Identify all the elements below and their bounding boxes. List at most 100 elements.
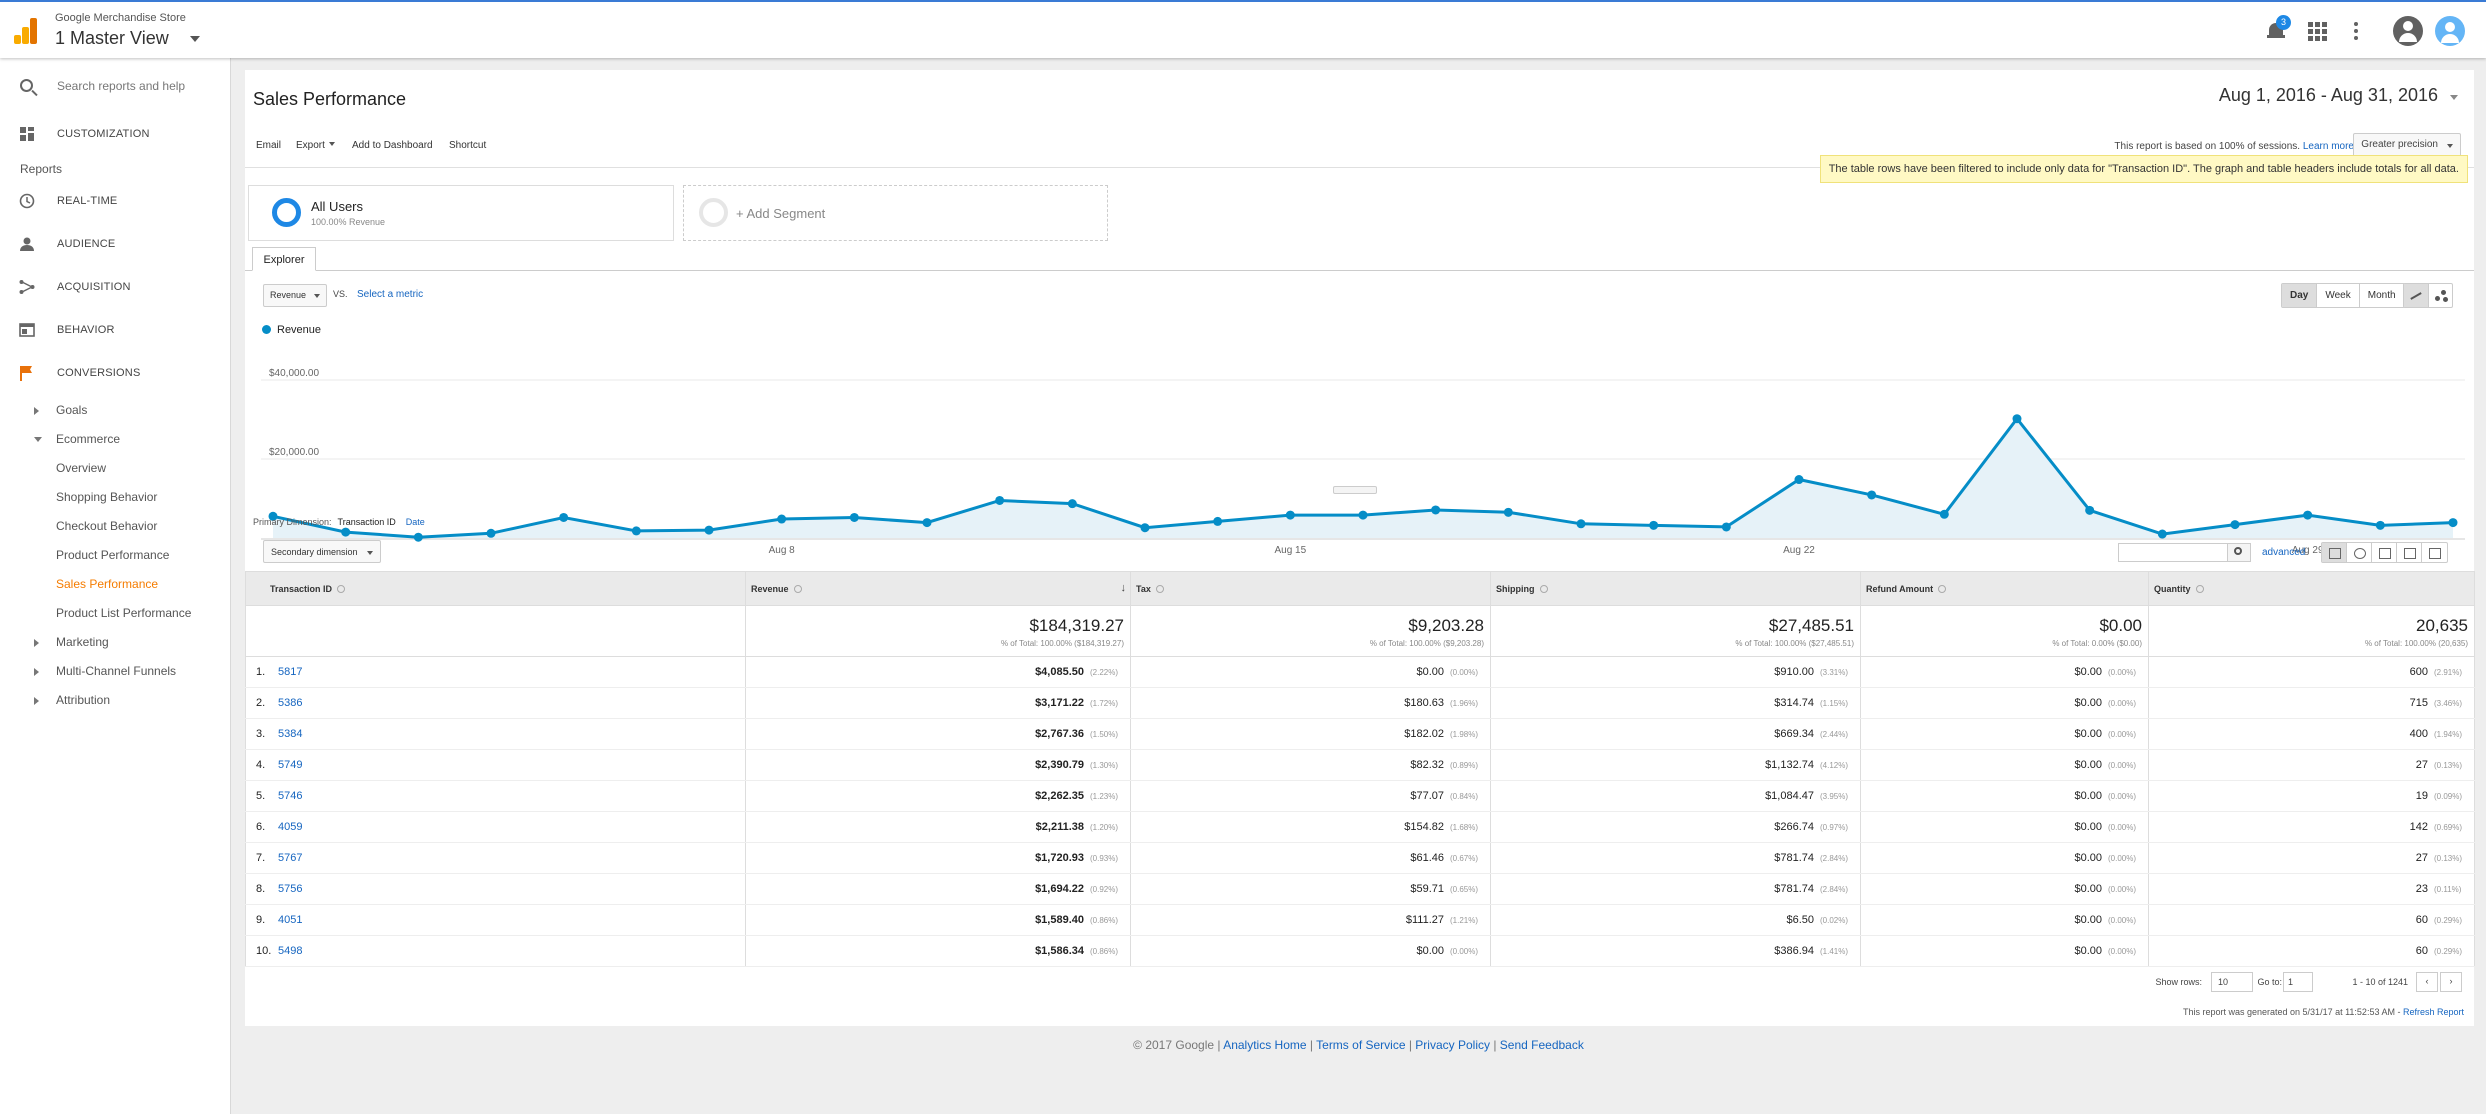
precision-dropdown[interactable]: Greater precision (2353, 133, 2461, 157)
nav-acquisition[interactable]: ACQUISITION (0, 273, 231, 301)
data-point[interactable] (413, 532, 423, 542)
data-point[interactable] (2448, 518, 2458, 528)
table-filter-input[interactable] (2118, 543, 2228, 562)
account-circle-icon[interactable] (2393, 16, 2423, 46)
help-icon[interactable] (337, 584, 346, 593)
data-point[interactable] (2375, 520, 2385, 530)
nav-ecommerce-overview[interactable]: Overview (0, 456, 231, 480)
nav-product-performance[interactable]: Product Performance (0, 543, 231, 567)
pivot-view-icon[interactable] (2422, 543, 2447, 562)
data-point[interactable] (1794, 475, 1804, 485)
data-point[interactable] (704, 525, 714, 535)
learn-more-link[interactable]: Learn more (2302, 141, 2354, 152)
data-point[interactable] (1358, 510, 1368, 520)
transaction-id-link[interactable]: 5746 (278, 790, 303, 802)
data-point[interactable] (2230, 520, 2240, 530)
feedback-link[interactable]: Send Feedback (1499, 1038, 1584, 1052)
col-quantity[interactable]: Quantity (2148, 571, 2475, 606)
transaction-id-link[interactable]: 5756 (278, 883, 303, 895)
notifications-bell-icon[interactable]: 3 (2265, 15, 2291, 43)
data-point[interactable] (1140, 523, 1150, 533)
data-point[interactable] (1649, 520, 1659, 530)
nav-attribution[interactable]: Attribution (0, 688, 231, 712)
data-point[interactable] (1576, 519, 1586, 529)
transaction-id-link[interactable]: 5386 (278, 697, 303, 709)
chevron-down-icon[interactable] (2450, 95, 2458, 100)
more-vert-icon[interactable] (2344, 19, 2368, 43)
export-button[interactable]: Export (296, 140, 335, 151)
data-point[interactable] (1431, 505, 1441, 515)
select-metric-link[interactable]: Select a metric (357, 289, 424, 300)
metric-selector[interactable]: Revenue (263, 284, 328, 307)
pie-view-icon[interactable] (2347, 543, 2372, 562)
nav-multi-channel-funnels[interactable]: Multi-Channel Funnels (0, 659, 231, 683)
analytics-logo[interactable] (14, 18, 38, 44)
performance-view-icon[interactable] (2372, 543, 2397, 562)
col-shipping[interactable]: Shipping (1490, 571, 1861, 606)
nav-checkout-behavior[interactable]: Checkout Behavior (0, 514, 231, 538)
help-icon[interactable] (1155, 584, 1164, 593)
transaction-id-link[interactable]: 5749 (278, 759, 303, 771)
shortcut-button[interactable]: Shortcut (449, 140, 487, 151)
transaction-id-link[interactable]: 5817 (278, 666, 303, 678)
avatar[interactable] (2435, 16, 2465, 46)
col-revenue[interactable]: Revenue ↓ (745, 571, 1131, 606)
data-point[interactable] (341, 527, 351, 537)
col-tax[interactable]: Tax (1130, 571, 1491, 606)
secondary-dimension-dropdown[interactable]: Secondary dimension (263, 540, 381, 563)
week-button[interactable]: Week (2317, 284, 2360, 307)
nav-audience[interactable]: AUDIENCE (0, 230, 231, 258)
data-point[interactable] (1939, 509, 1949, 519)
data-point[interactable] (1285, 510, 1295, 520)
data-point[interactable] (486, 528, 496, 538)
data-point[interactable] (1067, 499, 1077, 509)
nav-customization[interactable]: CUSTOMIZATION (0, 120, 231, 148)
transaction-id-link[interactable]: 5767 (278, 852, 303, 864)
tab-explorer[interactable]: Explorer (252, 247, 316, 271)
nav-sales-performance[interactable]: Sales Performance (0, 572, 231, 596)
chart-resize-handle[interactable] (1333, 486, 1377, 494)
chart-legend[interactable]: Revenue (262, 324, 321, 336)
nav-conversions[interactable]: CONVERSIONS (0, 359, 231, 387)
data-point[interactable] (2085, 505, 2095, 515)
help-icon[interactable] (1938, 584, 1947, 593)
day-button[interactable]: Day (2282, 284, 2318, 307)
nav-real-time[interactable]: REAL-TIME (0, 187, 231, 215)
help-icon[interactable] (793, 584, 802, 593)
transaction-id-link[interactable]: 5498 (278, 945, 303, 957)
add-segment-button[interactable]: + Add Segment (683, 185, 1108, 241)
nav-goals[interactable]: Goals (0, 398, 231, 422)
transaction-id-link[interactable]: 4051 (278, 914, 303, 926)
data-point[interactable] (777, 514, 787, 524)
data-point[interactable] (2012, 414, 2022, 424)
transaction-id-link[interactable]: 4059 (278, 821, 303, 833)
data-point[interactable] (1503, 507, 1513, 517)
segment-all-users[interactable]: All Users 100.00% Revenue (248, 185, 674, 241)
line-chart-icon[interactable] (2404, 284, 2429, 307)
data-point[interactable] (849, 512, 859, 522)
data-table-view-icon[interactable] (2322, 543, 2347, 562)
chevron-down-icon[interactable] (190, 36, 200, 42)
data-point[interactable] (631, 526, 641, 536)
data-point[interactable] (1213, 516, 1223, 526)
view-selector[interactable]: 1 Master View (55, 28, 169, 48)
data-point[interactable] (559, 512, 569, 522)
data-point[interactable] (1867, 490, 1877, 500)
analytics-home-link[interactable]: Analytics Home (1223, 1038, 1307, 1052)
nav-marketing[interactable]: Marketing (0, 630, 231, 654)
col-refund-amount[interactable]: Refund Amount (1860, 571, 2149, 606)
help-icon[interactable] (2195, 584, 2204, 593)
data-point[interactable] (922, 518, 932, 528)
data-point[interactable] (1721, 522, 1731, 532)
data-point[interactable] (995, 495, 1005, 505)
data-point[interactable] (2157, 529, 2167, 539)
motion-chart-icon[interactable] (2429, 284, 2453, 307)
search-placeholder[interactable]: Search reports and help (57, 79, 186, 93)
search-reports[interactable]: Search reports and help (0, 71, 231, 101)
add-to-dashboard-button[interactable]: Add to Dashboard (352, 140, 433, 151)
prev-page-button[interactable]: ‹ (2416, 972, 2438, 992)
col-transaction-id[interactable]: Transaction ID (245, 571, 746, 606)
transaction-id-link[interactable]: 5384 (278, 728, 303, 740)
apps-grid-icon[interactable] (2305, 19, 2329, 43)
nav-behavior[interactable]: BEHAVIOR (0, 316, 231, 344)
